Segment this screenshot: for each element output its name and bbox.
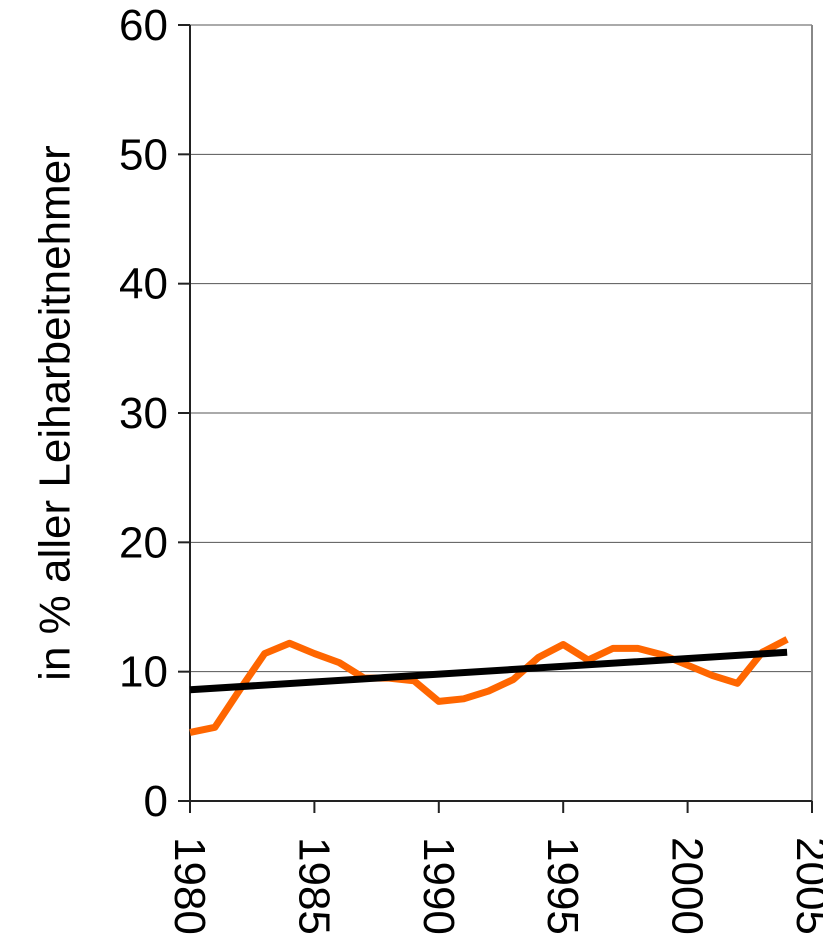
x-tick-label: 1985 (289, 837, 338, 935)
x-tick-label: 1980 (165, 837, 214, 935)
x-tick-label: 2000 (663, 837, 712, 935)
y-tick-label: 20 (119, 518, 168, 567)
y-tick-label: 10 (119, 648, 168, 697)
x-tick-label: 1995 (538, 837, 587, 935)
line-series (189, 636, 789, 736)
y-axis-label: in % aller Leiharbeitnehmer (31, 145, 80, 681)
y-tick-label: 50 (119, 130, 168, 179)
y-tick-label: 30 (119, 389, 168, 438)
y-tick-label: 40 (119, 260, 168, 309)
x-tick-label: 2005 (787, 837, 823, 935)
y-tick-label: 0 (144, 777, 168, 826)
line-series (189, 648, 788, 694)
y-tick-label: 60 (119, 1, 168, 50)
x-tick-label: 1990 (414, 837, 463, 935)
